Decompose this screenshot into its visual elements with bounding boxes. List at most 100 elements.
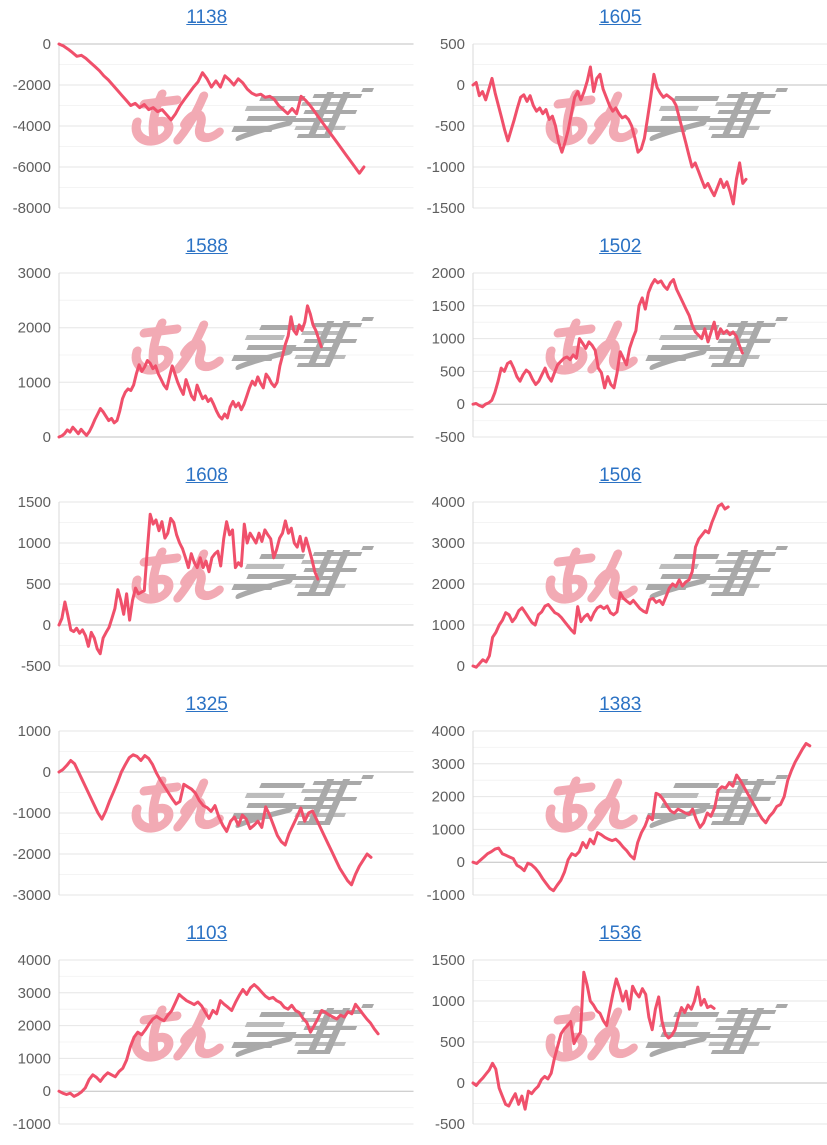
y-tick-label: 500 — [26, 576, 51, 593]
line-chart: 4000 3000 2000 1000 0 -1000 — [426, 723, 827, 904]
y-tick-label: 1000 — [18, 535, 51, 552]
watermark-logo — [545, 88, 788, 146]
chart-card: 1138 0 -2000 -4000 -6000 -8000 — [0, 0, 414, 229]
machine-number-link[interactable]: 1588 — [185, 236, 228, 257]
y-tick-label: 0 — [456, 396, 464, 413]
y-tick-label: 3000 — [431, 535, 464, 552]
watermark-pink-glyphs — [131, 89, 224, 146]
line-chart: 1500 1000 500 0 -500 — [431, 952, 827, 1133]
y-tick-label: 0 — [456, 1075, 464, 1092]
machine-number-link[interactable]: 1605 — [599, 7, 642, 28]
y-tick-label: 1500 — [18, 494, 51, 511]
series-line — [471, 65, 747, 206]
machine-number-link[interactable]: 1506 — [599, 465, 642, 486]
y-tick-label: -1500 — [426, 200, 464, 217]
y-tick-label: 0 — [43, 429, 51, 446]
y-tick-label: 1000 — [431, 331, 464, 348]
chart-card: 1325 1000 0 -1000 -2000 -3000 — [0, 687, 414, 916]
y-tick-label: 3000 — [431, 756, 464, 773]
watermark-gray-glyphs — [231, 88, 374, 141]
machine-number-link[interactable]: 1138 — [186, 7, 228, 28]
y-tick-label: -3000 — [13, 887, 51, 904]
y-tick-label: 2000 — [431, 576, 464, 593]
y-tick-label: 500 — [439, 1034, 464, 1051]
gridlines — [58, 730, 414, 896]
watermark-pink-glyphs — [131, 1005, 224, 1062]
watermark-pink-glyphs — [545, 776, 638, 833]
machine-number-link[interactable]: 1608 — [185, 465, 228, 486]
chart-title-row: 1325 — [0, 693, 414, 717]
y-axis-tick-labels: 4000 3000 2000 1000 0 -1000 — [13, 952, 51, 1133]
chart-title-row: 1588 — [0, 235, 414, 259]
y-tick-label: 2000 — [18, 320, 51, 337]
watermark-gray-glyphs — [644, 88, 788, 141]
y-tick-label: 1000 — [18, 1050, 51, 1067]
y-tick-label: -1000 — [426, 159, 464, 176]
machine-number-link[interactable]: 1325 — [185, 694, 228, 715]
watermark-gray-glyphs — [644, 775, 788, 828]
machine-number-link[interactable]: 1103 — [186, 923, 228, 944]
series-line — [57, 304, 323, 439]
watermark-logo — [131, 775, 374, 833]
series-line — [57, 983, 380, 1098]
watermark-logo — [545, 775, 788, 833]
line-chart: 4000 3000 2000 1000 0 -1000 — [13, 952, 414, 1133]
series-line — [471, 742, 811, 893]
y-tick-label: 0 — [456, 658, 464, 675]
machine-number-link[interactable]: 1383 — [599, 694, 642, 715]
chart-title-row: 1383 — [414, 693, 827, 717]
watermark-pink-glyphs — [131, 318, 224, 375]
y-tick-label: 2000 — [431, 789, 464, 806]
y-tick-label: 1000 — [18, 723, 51, 740]
y-tick-label: -1000 — [426, 887, 464, 904]
chart-title-row: 1103 — [0, 922, 414, 946]
gridlines — [472, 501, 827, 667]
chart-card: 1608 1500 1000 500 0 -500 — [0, 458, 414, 687]
watermark-gray-glyphs — [231, 317, 374, 370]
watermark-logo — [131, 317, 374, 375]
watermark-pink-glyphs — [131, 547, 224, 604]
y-axis-tick-labels: 3000 2000 1000 0 — [18, 265, 51, 446]
y-tick-label: 1000 — [18, 374, 51, 391]
watermark-gray-glyphs — [644, 546, 788, 599]
chart-card: 1506 4000 3000 2000 1000 0 — [414, 458, 827, 687]
y-tick-label: -500 — [434, 118, 464, 135]
y-axis-tick-labels: 1500 1000 500 0 -500 — [431, 952, 464, 1133]
y-axis-tick-labels: 2000 1500 1000 500 0 -500 — [431, 265, 464, 446]
y-tick-label: 2000 — [18, 1018, 51, 1035]
series-line — [57, 753, 373, 887]
machine-number-link[interactable]: 1502 — [599, 236, 642, 257]
series-line — [471, 502, 730, 669]
y-tick-label: 0 — [456, 854, 464, 871]
y-tick-label: -8000 — [13, 200, 51, 217]
y-tick-label: 1500 — [431, 298, 464, 315]
y-tick-label: 3000 — [18, 265, 51, 282]
y-tick-label: -500 — [434, 1116, 464, 1133]
chart-title-row: 1502 — [414, 235, 827, 259]
machine-number-link[interactable]: 1536 — [599, 923, 642, 944]
line-chart: 500 0 -500 -1000 -1500 — [426, 36, 827, 217]
gridlines — [472, 730, 827, 896]
line-chart: 3000 2000 1000 0 — [18, 265, 414, 446]
watermark-logo — [545, 1004, 788, 1062]
watermark-pink-glyphs — [545, 318, 638, 375]
y-tick-label: 4000 — [431, 494, 464, 511]
line-chart: 1500 1000 500 0 -500 — [18, 494, 414, 675]
y-tick-label: -500 — [434, 429, 464, 446]
chart-title-row: 1605 — [414, 6, 827, 30]
y-tick-label: -500 — [21, 658, 51, 675]
y-tick-label: 4000 — [431, 723, 464, 740]
y-tick-label: -4000 — [13, 118, 51, 135]
y-tick-label: 0 — [456, 77, 464, 94]
series-line — [471, 970, 716, 1111]
y-axis-tick-labels: 0 -2000 -4000 -6000 -8000 — [13, 36, 51, 217]
y-tick-label: 500 — [439, 363, 464, 380]
y-tick-label: 3000 — [18, 985, 51, 1002]
watermark-logo — [131, 88, 374, 146]
line-chart: 0 -2000 -4000 -6000 -8000 — [13, 36, 414, 217]
y-tick-label: -2000 — [13, 77, 51, 94]
y-tick-label: 0 — [43, 764, 51, 781]
watermark-gray-glyphs — [231, 775, 374, 828]
y-tick-label: -2000 — [13, 846, 51, 863]
